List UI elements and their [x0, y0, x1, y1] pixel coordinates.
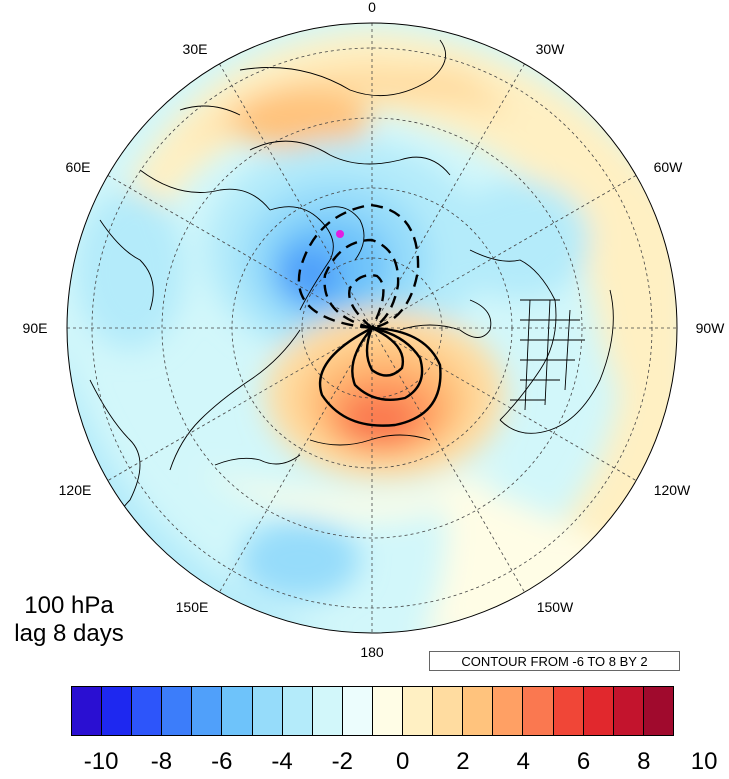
- colorbar-cell: [403, 687, 434, 735]
- map-boundary: [66, 22, 678, 634]
- negative-contour: [297, 203, 420, 330]
- colorbar-cell: [463, 687, 494, 735]
- colorbar-cell: [643, 687, 673, 735]
- pressure-level-label: 100 hPa: [24, 592, 114, 619]
- negative-contour: [323, 238, 400, 330]
- colorbar-tick-label: -8: [150, 748, 173, 775]
- lon-label-0: 0: [368, 0, 376, 15]
- positive-contour: [318, 326, 442, 427]
- colorbar-cell: [222, 687, 253, 735]
- lon-label-150w: 150W: [537, 599, 574, 615]
- colorbar-tick-label: 8: [637, 748, 651, 775]
- colorbar-cell: [553, 687, 584, 735]
- colorbar-cell: [192, 687, 223, 735]
- colorbar-cell: [132, 687, 163, 735]
- longitude-labels: 0 30W 60W 90W 120W 150W 180 150E 120E 90…: [23, 0, 726, 660]
- colorbar-cell: [372, 687, 404, 735]
- colorbar-cell: [583, 687, 614, 735]
- colorbar-cell: [102, 687, 133, 735]
- graticule: [67, 23, 677, 633]
- positive-contour: [351, 326, 424, 402]
- colorbar-tick-label: 10: [690, 748, 718, 775]
- colorbar-cell: [342, 687, 373, 735]
- colorbar-cell: [523, 687, 554, 735]
- colorbar-cell: [613, 687, 644, 735]
- coastlines: [89, 39, 614, 541]
- colorbar-tick-label: -2: [331, 748, 354, 775]
- colorbar-tick-labels: -10 -8 -6 -4 -2 0 2 4 6 8 10: [71, 748, 718, 778]
- lag-label: lag 8 days: [14, 620, 124, 647]
- colorbar-cell: [162, 687, 193, 735]
- positive-contour: [365, 326, 405, 377]
- lon-label-30e: 30E: [183, 41, 208, 57]
- lon-label-180: 180: [360, 644, 384, 660]
- negative-contour: [348, 274, 385, 329]
- colorbar-tick-label: -10: [83, 748, 119, 775]
- lon-label-150e: 150E: [176, 599, 209, 615]
- lon-label-120w: 120W: [654, 482, 691, 498]
- colorbar-cell: [312, 687, 343, 735]
- colorbar: [71, 686, 674, 736]
- lon-label-90e: 90E: [23, 320, 48, 336]
- lon-label-60e: 60E: [66, 159, 91, 175]
- lon-label-120e: 120E: [59, 482, 92, 498]
- colorbar-tick-label: 4: [516, 748, 530, 775]
- colorbar-cell: [282, 687, 313, 735]
- colorbar-cell: [493, 687, 524, 735]
- colorbar-tick-label: -6: [211, 748, 233, 775]
- colorbar-cell: [252, 687, 283, 735]
- colorbar-tick-label: 6: [576, 748, 591, 775]
- colorbar-tick-label: 2: [456, 748, 470, 775]
- colorbar-tick-label: -4: [271, 748, 293, 775]
- colorbar-cell: [72, 687, 103, 735]
- lon-label-30w: 30W: [536, 41, 566, 57]
- lon-label-60w: 60W: [654, 159, 684, 175]
- colorbar-cell: [433, 687, 464, 735]
- magenta-dot-marker: [336, 230, 344, 238]
- colorbar-tick-label: 0: [395, 748, 410, 775]
- lon-label-90w: 90W: [696, 320, 726, 336]
- contour-lines: [297, 203, 442, 427]
- contour-info-box: CONTOUR FROM -6 TO 8 BY 2: [429, 651, 680, 671]
- panel-label: 100 hPa lag 8 days: [0, 592, 138, 648]
